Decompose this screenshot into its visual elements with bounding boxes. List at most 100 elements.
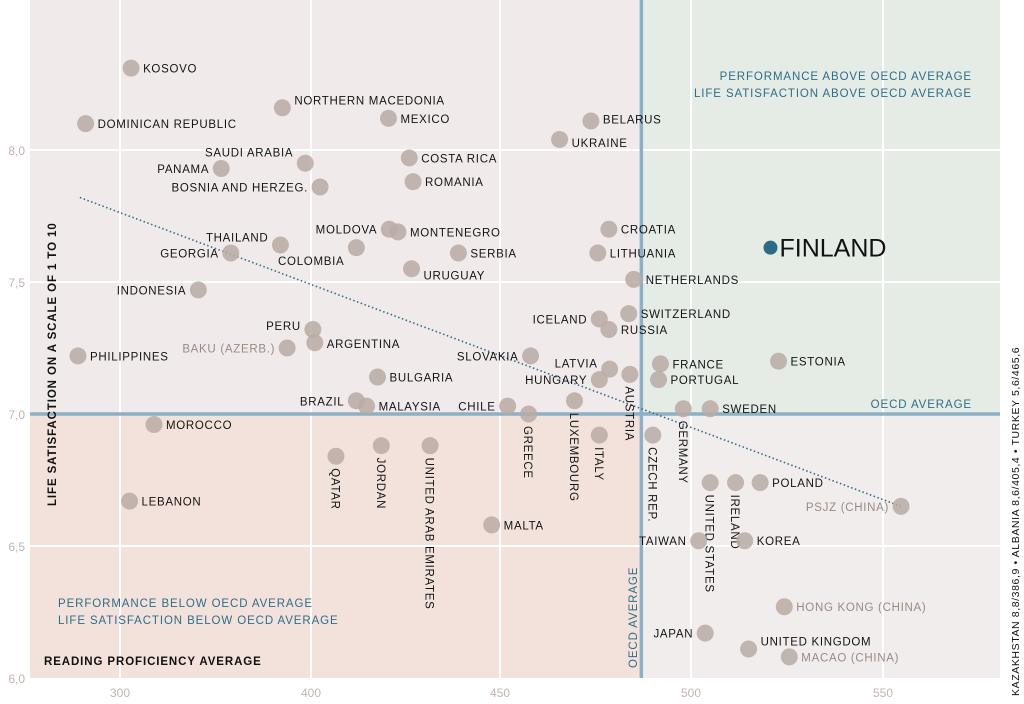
- point-marker[interactable]: [696, 624, 714, 642]
- point-marker[interactable]: [122, 59, 140, 77]
- point-marker[interactable]: [775, 598, 793, 616]
- data-point[interactable]: BELARUS: [582, 112, 661, 130]
- point-marker[interactable]: [590, 371, 608, 389]
- data-point[interactable]: SAUDI ARABIA: [205, 148, 314, 172]
- point-marker[interactable]: [751, 474, 769, 492]
- point-marker[interactable]: [400, 149, 418, 167]
- point-marker[interactable]: [625, 270, 643, 288]
- point-marker[interactable]: [327, 447, 345, 465]
- data-point[interactable]: JORDAN: [372, 437, 390, 509]
- point-marker[interactable]: [522, 347, 540, 365]
- data-point[interactable]: ICELAND: [533, 310, 608, 328]
- point-marker[interactable]: [372, 437, 390, 455]
- point-marker[interactable]: [727, 474, 745, 492]
- data-point[interactable]: LITHUANIA: [589, 244, 676, 262]
- point-marker[interactable]: [736, 532, 754, 550]
- data-point[interactable]: LUXEMBOURG: [565, 392, 583, 502]
- data-point[interactable]: CHILE: [458, 397, 517, 415]
- data-point[interactable]: ITALY: [590, 426, 608, 481]
- point-marker[interactable]: [582, 112, 600, 130]
- data-point[interactable]: FRANCE: [651, 355, 724, 373]
- point-marker[interactable]: [212, 159, 230, 177]
- point-marker[interactable]: [358, 397, 376, 415]
- data-point[interactable]: UKRAINE: [551, 130, 628, 150]
- data-point[interactable]: MACAO (CHINA): [780, 648, 899, 666]
- point-marker[interactable]: [892, 497, 910, 515]
- point-marker[interactable]: [271, 236, 289, 254]
- data-point[interactable]: LATVIA: [555, 359, 619, 378]
- point-marker[interactable]: [273, 99, 291, 117]
- data-point[interactable]: MALAYSIA: [358, 397, 441, 415]
- data-point[interactable]: COLOMBIA: [278, 239, 365, 268]
- data-point[interactable]: UNITED ARAB EMIRATES: [421, 437, 439, 609]
- data-point[interactable]: PERU: [266, 321, 322, 339]
- point-marker[interactable]: [304, 321, 322, 339]
- point-marker[interactable]: [347, 239, 365, 257]
- point-marker[interactable]: [121, 492, 139, 510]
- point-marker[interactable]: [404, 173, 422, 191]
- data-point[interactable]: ROMANIA: [404, 173, 484, 191]
- data-point[interactable]: NORTHERN MACEDONIA: [273, 95, 445, 117]
- data-point[interactable]: AUSTRIA: [621, 365, 639, 441]
- data-point[interactable]: SWEDEN: [701, 400, 777, 418]
- data-point[interactable]: TAIWAN: [639, 532, 708, 550]
- data-point[interactable]: MALTA: [483, 516, 544, 534]
- point-marker[interactable]: [644, 426, 662, 444]
- point-marker[interactable]: [311, 178, 329, 196]
- data-point[interactable]: BOSNIA AND HERZEG.: [171, 178, 329, 196]
- data-point[interactable]: CROATIA: [600, 220, 676, 238]
- point-marker[interactable]: [499, 397, 517, 415]
- point-marker[interactable]: [449, 244, 467, 262]
- data-point[interactable]: ESTONIA: [770, 352, 846, 370]
- point-marker[interactable]: [674, 400, 692, 418]
- data-point[interactable]: PORTUGAL: [650, 371, 739, 389]
- data-point[interactable]: FINLAND: [763, 235, 886, 263]
- point-marker[interactable]: [621, 365, 639, 383]
- data-point[interactable]: INDONESIA: [117, 281, 207, 299]
- data-point[interactable]: SERBIA: [449, 244, 517, 262]
- point-marker[interactable]: [651, 355, 669, 373]
- point-marker[interactable]: [650, 371, 668, 389]
- point-marker[interactable]: [389, 223, 407, 241]
- data-point[interactable]: SWITZERLAND: [620, 305, 731, 323]
- point-marker[interactable]: [77, 115, 95, 133]
- point-marker[interactable]: [379, 109, 397, 127]
- data-point[interactable]: UNITED KINGDOM: [740, 636, 871, 658]
- point-marker[interactable]: [690, 532, 708, 550]
- data-point[interactable]: NETHERLANDS: [625, 270, 739, 288]
- point-marker[interactable]: [600, 220, 618, 238]
- point-marker[interactable]: [701, 474, 719, 492]
- data-point[interactable]: ARGENTINA: [306, 334, 400, 352]
- data-point[interactable]: CZECH REP.: [644, 426, 662, 523]
- data-point[interactable]: QATAR: [327, 447, 345, 510]
- data-point[interactable]: DOMINICAN REPUBLIC: [77, 115, 237, 133]
- data-point[interactable]: KOSOVO: [122, 59, 198, 77]
- data-point[interactable]: GERMANY: [674, 400, 692, 484]
- highlight-marker[interactable]: [763, 240, 778, 255]
- data-point[interactable]: GREECE: [520, 405, 538, 479]
- data-point[interactable]: MONTENEGRO: [389, 223, 500, 241]
- data-point[interactable]: COSTA RICA: [400, 149, 497, 167]
- point-marker[interactable]: [780, 648, 798, 666]
- point-marker[interactable]: [278, 339, 296, 357]
- data-point[interactable]: THAILAND: [206, 233, 289, 254]
- point-marker[interactable]: [421, 437, 439, 455]
- point-marker[interactable]: [701, 400, 719, 418]
- data-point[interactable]: URUGUAY: [403, 260, 485, 282]
- data-point[interactable]: PANAMA: [157, 159, 230, 177]
- point-marker[interactable]: [483, 516, 501, 534]
- point-marker[interactable]: [296, 154, 314, 172]
- data-point[interactable]: PSJZ (CHINA): [806, 497, 910, 515]
- data-point[interactable]: BAKU (AZERB.): [182, 339, 296, 357]
- point-marker[interactable]: [740, 640, 758, 658]
- point-marker[interactable]: [620, 305, 638, 323]
- data-point[interactable]: SLOVAKIA: [457, 347, 540, 365]
- point-marker[interactable]: [590, 310, 608, 328]
- point-marker[interactable]: [403, 260, 421, 278]
- data-point[interactable]: GEORGIA: [160, 244, 240, 262]
- data-point[interactable]: UNITED STATES: [701, 474, 719, 593]
- data-point[interactable]: POLAND: [751, 474, 824, 492]
- data-point[interactable]: JAPAN: [653, 624, 714, 642]
- point-marker[interactable]: [145, 416, 163, 434]
- data-point[interactable]: MOROCCO: [145, 416, 232, 434]
